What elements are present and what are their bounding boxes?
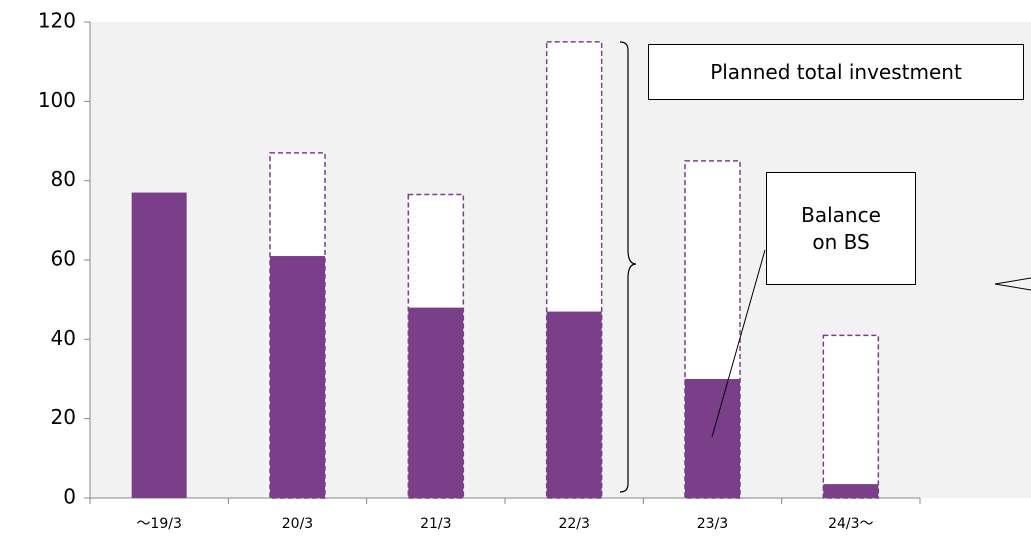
x-tick-label: 21/3 <box>420 516 451 532</box>
y-tick-label: 100 <box>38 88 76 112</box>
y-tick-label: 80 <box>51 167 76 191</box>
balance-bar <box>546 311 602 498</box>
x-tick-label: 23/3 <box>697 516 728 532</box>
balance-bar <box>408 307 464 498</box>
y-tick-label: 120 <box>38 9 76 33</box>
balance-bar <box>823 484 879 498</box>
y-tick-label: 40 <box>51 326 76 350</box>
total-callout: Planned total investment <box>648 44 1024 100</box>
y-tick-label: 0 <box>63 485 76 509</box>
balance-callout: Balance on BS <box>766 172 916 285</box>
x-tick-label: 22/3 <box>558 516 589 532</box>
y-tick-label: 60 <box>51 247 76 271</box>
balance-bar <box>270 256 325 498</box>
balance-bar <box>131 192 187 499</box>
callout-pointer <box>994 277 1031 291</box>
x-tick-label: 20/3 <box>282 516 313 532</box>
balance-bar <box>685 379 740 498</box>
planned-total-bar <box>822 334 880 499</box>
x-tick-label: ～19/3 <box>136 516 181 532</box>
callout-line <box>711 249 766 438</box>
brace <box>619 41 637 493</box>
x-tick-label: 24/3～ <box>828 516 873 532</box>
y-tick-label: 20 <box>51 405 76 429</box>
